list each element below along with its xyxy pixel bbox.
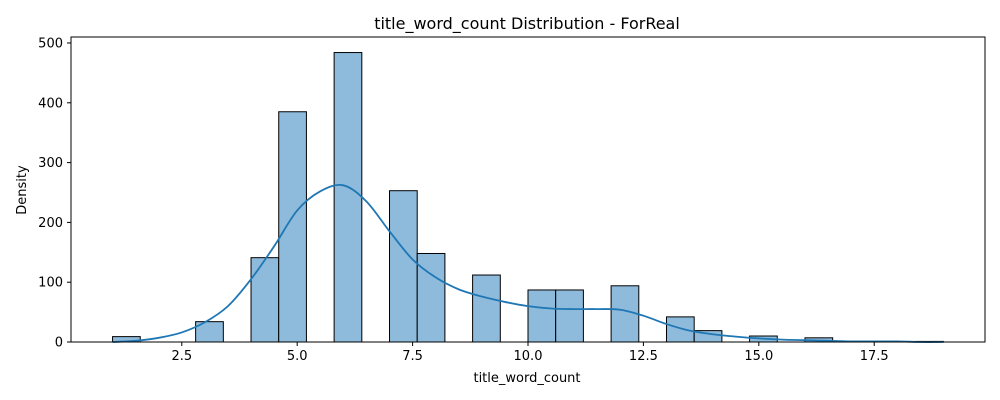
x-axis-label: title_word_count — [473, 371, 580, 386]
y-tick-label: 200 — [38, 216, 63, 231]
y-tick-label: 300 — [38, 156, 63, 171]
chart-title: title_word_count Distribution - ForReal — [374, 14, 680, 34]
bars-group — [112, 52, 944, 343]
histogram-bar — [555, 289, 584, 343]
histogram-bar — [665, 316, 695, 343]
x-tick-label: 12.5 — [629, 349, 658, 364]
y-axis-label: Density — [15, 165, 30, 215]
x-tick-label: 15.0 — [744, 349, 773, 364]
x-tick-label: 7.5 — [402, 349, 423, 364]
kde-curve — [112, 184, 944, 343]
y-tick-label: 100 — [38, 276, 63, 291]
histogram-bar — [389, 190, 418, 343]
histogram-bar — [333, 52, 363, 343]
histogram-bar — [250, 257, 280, 343]
x-tick-label: 5.0 — [287, 349, 308, 364]
histogram-bar — [527, 289, 557, 343]
histogram-bar — [278, 111, 307, 343]
y-tick-label: 500 — [38, 36, 63, 51]
x-axis-ticks: 2.5 5.0 7.5 10.0 12.5 15.0 17.5 — [171, 342, 889, 364]
y-axis-ticks: 0 100 200 300 400 500 — [38, 36, 71, 351]
x-tick-label: 10.0 — [514, 349, 543, 364]
x-tick-label: 2.5 — [171, 349, 192, 364]
histogram-bar — [472, 274, 501, 343]
y-tick-label: 0 — [55, 336, 63, 351]
y-tick-label: 400 — [38, 96, 63, 111]
x-tick-label: 17.5 — [860, 349, 889, 364]
